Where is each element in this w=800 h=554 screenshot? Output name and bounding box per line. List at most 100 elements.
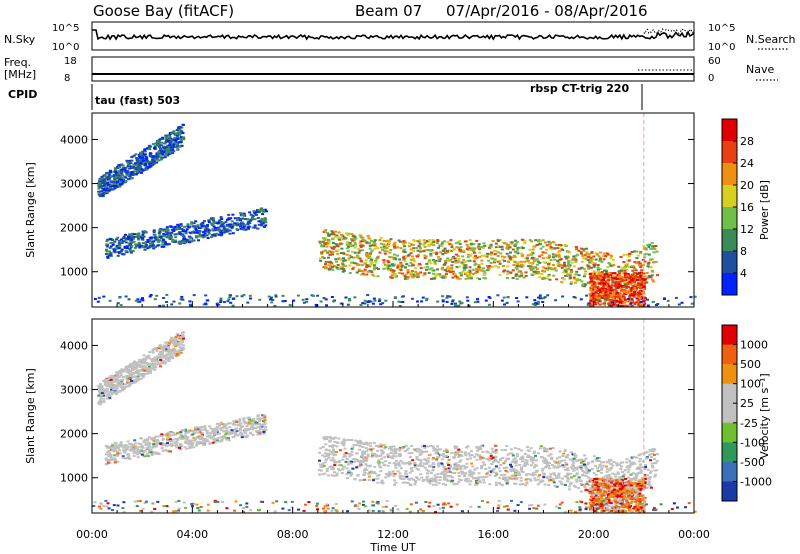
velocity-cell xyxy=(145,447,149,450)
power-colorbar-swatch xyxy=(722,141,737,164)
power-cell xyxy=(534,271,538,274)
velocity-cell xyxy=(218,432,221,435)
power-cell xyxy=(118,239,122,242)
velocity-cell xyxy=(115,373,119,376)
velocity-cell xyxy=(236,424,240,427)
power-cell xyxy=(158,146,161,148)
power-cell xyxy=(170,143,173,146)
power-cell xyxy=(604,271,608,274)
velocity-cell xyxy=(221,436,225,439)
power-cell xyxy=(128,248,132,251)
power-cell xyxy=(451,300,454,303)
power-cell xyxy=(350,233,354,235)
power-cell xyxy=(438,244,442,247)
power-cell xyxy=(354,256,358,259)
power-cell xyxy=(414,267,418,270)
power-cell xyxy=(423,266,427,269)
velocity-cell xyxy=(147,436,151,439)
power-cell xyxy=(616,278,620,280)
velocity-cell xyxy=(143,455,147,458)
power-cell xyxy=(155,152,159,155)
velocity-cell xyxy=(151,358,155,360)
power-cell xyxy=(636,299,640,301)
velocity-cell xyxy=(413,464,417,467)
power-cell xyxy=(605,284,608,287)
velocity-cell xyxy=(632,478,636,481)
power-cell xyxy=(374,259,378,262)
power-cell xyxy=(587,267,591,270)
power-cell xyxy=(538,294,542,297)
power-cell xyxy=(464,272,468,274)
power-cell xyxy=(528,267,532,270)
power-cell xyxy=(419,271,423,274)
velocity-cell xyxy=(153,364,157,367)
power-cell xyxy=(433,261,437,264)
power-cell xyxy=(128,244,132,247)
power-cell xyxy=(409,258,413,261)
power-cell xyxy=(608,289,612,292)
power-cell xyxy=(493,260,497,262)
velocity-cell xyxy=(534,454,537,457)
power-cell xyxy=(103,178,107,181)
power-cell xyxy=(301,298,305,301)
power-cell xyxy=(393,296,397,299)
velocity-cell xyxy=(181,435,185,438)
velocity-cell xyxy=(365,464,369,467)
power-cell xyxy=(364,253,368,256)
power-cell xyxy=(441,295,445,298)
power-cell xyxy=(608,304,612,307)
power-cell xyxy=(154,238,158,241)
power-cell xyxy=(206,237,210,239)
velocity-cell xyxy=(202,444,206,447)
power-cell xyxy=(489,243,493,246)
velocity-cell xyxy=(228,426,232,429)
power-cell xyxy=(453,273,457,276)
velocity-cell xyxy=(176,353,179,356)
velocity-cell xyxy=(173,433,177,436)
power-cell xyxy=(388,256,392,258)
velocity-cell xyxy=(116,452,120,455)
power-cell xyxy=(413,260,417,263)
power-cell xyxy=(520,238,524,241)
velocity-cell xyxy=(321,465,325,468)
power-cell xyxy=(148,239,152,242)
power-cell xyxy=(97,184,101,187)
power-cell xyxy=(122,237,126,239)
velocity-cell xyxy=(137,442,141,445)
power-cell xyxy=(549,259,553,262)
power-cell xyxy=(537,296,541,299)
velocity-cell xyxy=(211,441,215,444)
power-cell xyxy=(471,246,475,249)
velocity-cell xyxy=(228,433,232,436)
power-cell xyxy=(604,280,608,283)
power-cell xyxy=(586,303,590,306)
power-cell xyxy=(473,258,477,261)
power-cell xyxy=(393,247,397,250)
power-cell xyxy=(242,228,246,231)
velocity-cell xyxy=(510,460,514,463)
power-cell xyxy=(643,287,646,290)
power-cell xyxy=(372,244,376,247)
power-cell xyxy=(109,169,113,172)
velocity-cell xyxy=(133,360,136,363)
power-cell xyxy=(106,178,110,181)
power-cell xyxy=(466,271,470,273)
velocity-cell xyxy=(141,366,145,369)
velocity-cell xyxy=(596,470,600,472)
power-cell xyxy=(235,228,239,231)
power-cell xyxy=(152,247,156,250)
velocity-cell xyxy=(365,458,369,461)
power-cell xyxy=(111,242,115,245)
power-cell xyxy=(127,236,130,238)
power-cell xyxy=(162,229,166,232)
power-cell xyxy=(459,273,463,276)
power-cell xyxy=(236,224,239,227)
power-cell xyxy=(147,144,151,147)
power-cell xyxy=(122,235,126,238)
power-cell xyxy=(636,284,640,286)
velocity-cell xyxy=(146,364,150,366)
velocity-cell xyxy=(262,432,266,435)
power-cell xyxy=(179,138,183,141)
power-cell xyxy=(329,250,333,253)
velocity-cell xyxy=(142,362,146,365)
